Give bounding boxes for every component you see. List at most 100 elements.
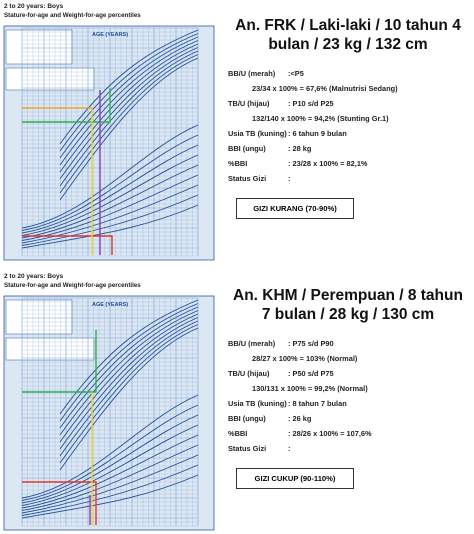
row-label: BB/U (merah): [228, 69, 276, 78]
row: BBI (ungu) : 26 kg: [228, 411, 468, 426]
calc-box: [5, 67, 95, 91]
row-label: TB/U (hijau): [228, 99, 270, 108]
row-label: BBI (ungu): [228, 414, 266, 423]
grid-bg: [3, 25, 215, 261]
percentile-curve: [59, 36, 199, 159]
marker-line: [22, 330, 97, 393]
percentile-curve: [21, 164, 199, 239]
row-text: 28/27 x 100% = 103% (Normal): [252, 354, 358, 363]
panel: 2 to 20 years: Boys Stature-for-age and W…: [0, 270, 474, 532]
row-value: : 8 tahun 7 bulan: [288, 399, 347, 408]
panel: 2 to 20 years: Boys Stature-for-age and W…: [0, 0, 474, 262]
percentile-curve: [59, 324, 199, 464]
row-label: %BBI: [228, 159, 248, 168]
row: Usia TB (kuning): 6 tahun 9 bulan: [228, 126, 468, 141]
percentile-curve: [59, 306, 199, 429]
percentile-curve: [21, 204, 199, 249]
percentile-curve: [21, 124, 199, 229]
percentile-curve: [21, 184, 199, 244]
row-label: Status Gizi: [228, 444, 267, 453]
info: An. FRK / Laki-laki / 10 tahun 4 bulan /…: [228, 16, 468, 219]
chart-subtitle: Stature-for-age and Weight-for-age perce…: [4, 12, 141, 19]
row-label: Usia TB (kuning): [228, 129, 287, 138]
axis-label: AGE (YEARS): [92, 32, 128, 38]
row-label: Status Gizi: [228, 174, 267, 183]
percentile-curve: [59, 327, 199, 471]
record-box: [5, 29, 73, 65]
percentile-curve: [59, 317, 199, 450]
percentile-curve: [59, 303, 199, 422]
chart-subtitle: Stature-for-age and Weight-for-age perce…: [4, 282, 141, 289]
row: TB/U (hijau) : P50 s/d P75: [228, 366, 468, 381]
row-text: 23/34 x 100% = 67,6% (Malnutrisi Sedang): [252, 84, 398, 93]
row: BB/U (merah): P75 s/d P90: [228, 336, 468, 351]
row: BB/U (merah) :<P5: [228, 66, 468, 81]
row-label: BBI (ungu): [228, 144, 266, 153]
marker-line: [22, 481, 97, 525]
percentile-curve: [21, 424, 199, 506]
marker-line: [22, 88, 111, 123]
heading: An. FRK / Laki-laki / 10 tahun 4 bulan /…: [235, 17, 461, 53]
percentile-curve: [59, 50, 199, 187]
row: Status Gizi:: [228, 441, 468, 456]
chart-title: 2 to 20 years: Boys: [4, 273, 64, 280]
percentile-curve: [21, 404, 199, 501]
row: 23/34 x 100% = 67,6% (Malnutrisi Sedang): [228, 81, 468, 96]
percentile-curve: [21, 134, 199, 231]
axis-label: AGE (YEARS): [92, 302, 128, 308]
percentile-curve: [59, 33, 199, 152]
row-label: %BBI: [228, 429, 248, 438]
growth-chart: 2 to 20 years: Boys Stature-for-age and W…: [0, 0, 218, 262]
status-box: GIZI KURANG (70-90%): [236, 198, 354, 219]
row-value: :: [288, 174, 291, 183]
row: %BBI : 23/28 x 100% = 82,1%: [228, 156, 468, 171]
percentile-curve: [21, 474, 199, 519]
row-value: : 28 kg: [288, 144, 312, 153]
percentile-curve: [21, 444, 199, 511]
row-label: BB/U (merah): [228, 339, 276, 348]
growth-chart: 2 to 20 years: Boys Stature-for-age and W…: [0, 270, 218, 532]
row-text: 132/140 x 100% = 94,2% (Stunting Gr.1): [252, 114, 389, 123]
row-label: Usia TB (kuning): [228, 399, 287, 408]
percentile-curve: [21, 154, 199, 236]
row-value: : P50 s/d P75: [288, 369, 334, 378]
percentile-curve: [21, 394, 199, 499]
row-text: 130/131 x 100% = 99,2% (Normal): [252, 384, 368, 393]
row: Status Gizi:: [228, 171, 468, 186]
chart-title: 2 to 20 years: Boys: [4, 3, 64, 10]
percentile-curve: [59, 57, 199, 201]
percentile-curve: [21, 464, 199, 516]
row-value: : 6 tahun 9 bulan: [288, 129, 347, 138]
info: An. KHM / Perempuan / 8 tahun 7 bulan / …: [228, 286, 468, 489]
percentile-curve: [59, 43, 199, 173]
row-label: TB/U (hijau): [228, 369, 270, 378]
status-box: GIZI CUKUP (90-110%): [236, 468, 354, 489]
percentile-curve: [59, 313, 199, 443]
percentile-curve: [59, 40, 199, 166]
percentile-curve: [59, 29, 199, 145]
row-value: : P10 s/d P25: [288, 99, 334, 108]
grid-bg: [3, 295, 215, 531]
row-value: : 26 kg: [288, 414, 312, 423]
percentile-curve: [59, 320, 199, 457]
rows: BB/U (merah) :<P5 23/34 x 100% = 67,6% (Ma…: [228, 66, 468, 186]
percentile-curve: [21, 454, 199, 514]
percentile-curve: [59, 54, 199, 194]
percentile-curve: [21, 194, 199, 246]
percentile-curve: [59, 310, 199, 436]
row: Usia TB (kuning): 8 tahun 7 bulan: [228, 396, 468, 411]
row-value: : 23/28 x 100% = 82,1%: [288, 159, 368, 168]
heading: An. KHM / Perempuan / 8 tahun 7 bulan / …: [233, 287, 463, 323]
percentile-curve: [21, 414, 199, 504]
row-value: :: [288, 444, 291, 453]
marker-line: [22, 235, 113, 255]
row-value: :<P5: [288, 69, 304, 78]
row: BBI (ungu) : 28 kg: [228, 141, 468, 156]
row: 132/140 x 100% = 94,2% (Stunting Gr.1): [228, 111, 468, 126]
calc-box: [5, 337, 95, 361]
row: 130/131 x 100% = 99,2% (Normal): [228, 381, 468, 396]
record-box: [5, 299, 73, 335]
percentile-curve: [21, 434, 199, 509]
row: 28/27 x 100% = 103% (Normal): [228, 351, 468, 366]
